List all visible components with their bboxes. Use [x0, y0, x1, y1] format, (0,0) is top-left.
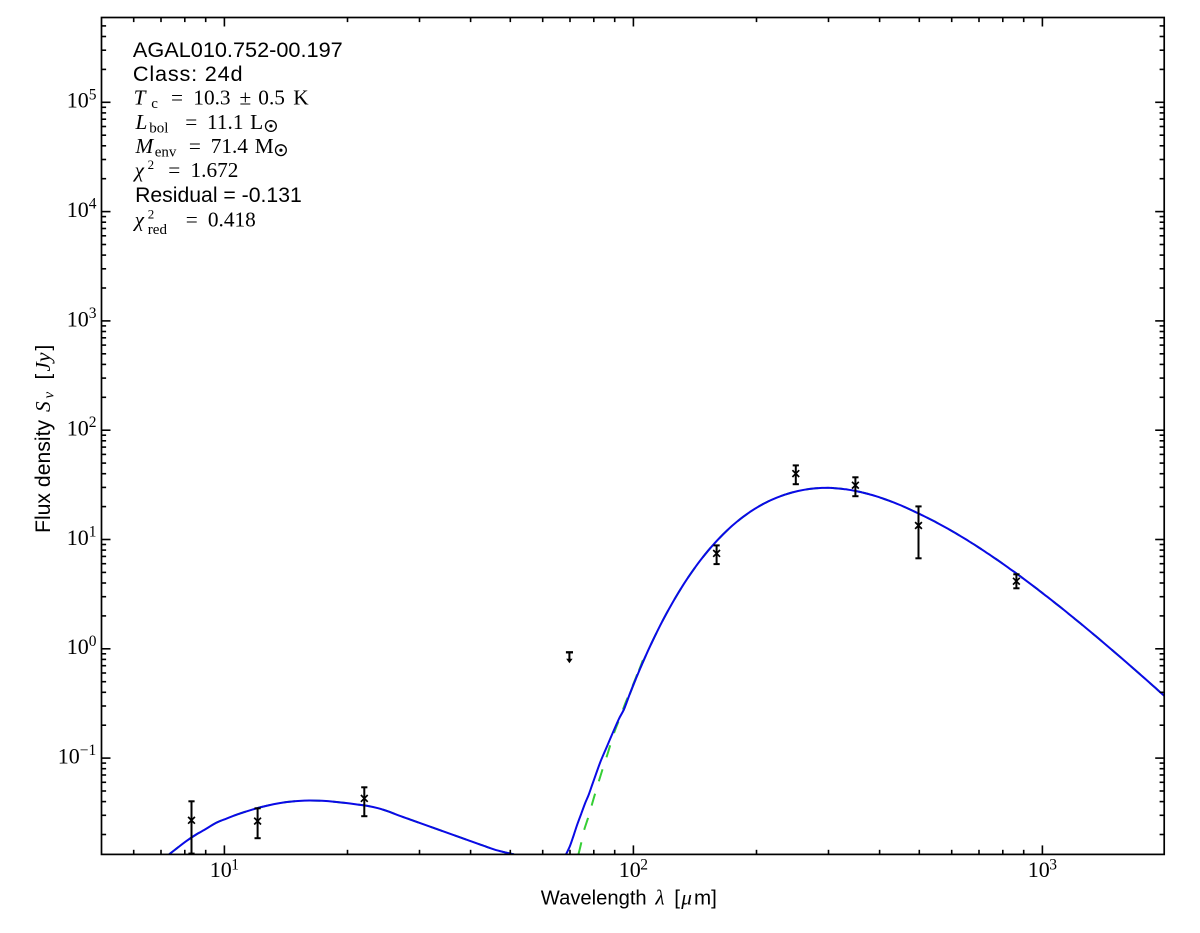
svg-text:10: 10 — [619, 857, 641, 882]
svg-text:=: = — [189, 134, 201, 158]
svg-text:S: S — [31, 401, 55, 412]
svg-text:]: ] — [32, 345, 55, 351]
svg-text:10: 10 — [1028, 857, 1050, 882]
svg-text:=: = — [185, 110, 197, 134]
svg-text:0: 0 — [89, 633, 97, 650]
svg-text:χ: χ — [133, 208, 145, 232]
svg-text:env: env — [155, 145, 177, 161]
svg-text:1.672: 1.672 — [191, 158, 239, 182]
svg-text:3: 3 — [1049, 857, 1057, 874]
svg-text:ν: ν — [41, 392, 57, 399]
svg-text:bol: bol — [149, 120, 168, 136]
svg-text:L: L — [135, 110, 148, 134]
svg-text:10: 10 — [67, 88, 89, 113]
svg-text:10: 10 — [58, 744, 80, 769]
svg-text:0.5: 0.5 — [258, 85, 285, 109]
svg-text:c: c — [151, 96, 158, 112]
svg-text:10: 10 — [67, 634, 89, 659]
svg-text:Jy: Jy — [31, 352, 55, 371]
svg-text:1: 1 — [89, 524, 97, 541]
svg-text:1: 1 — [231, 857, 239, 874]
svg-text:red: red — [148, 222, 168, 238]
svg-text:Residual = -0.131: Residual = -0.131 — [135, 184, 302, 207]
svg-text:10: 10 — [67, 416, 89, 441]
svg-text:10: 10 — [67, 197, 89, 222]
svg-text:[: [ — [32, 374, 55, 380]
svg-text:11.1: 11.1 — [207, 110, 243, 134]
svg-text:M: M — [135, 134, 155, 158]
svg-text:4: 4 — [89, 196, 97, 213]
svg-text:3: 3 — [89, 305, 97, 322]
svg-text:2: 2 — [640, 857, 648, 874]
svg-text:Wavelength: Wavelength — [541, 888, 647, 910]
svg-text:m]: m] — [694, 887, 717, 910]
svg-text:5: 5 — [89, 86, 97, 103]
svg-text:10: 10 — [210, 857, 232, 882]
svg-text:L: L — [250, 110, 263, 134]
svg-text:Class: 24d: Class: 24d — [133, 61, 243, 86]
svg-text:μ: μ — [680, 886, 692, 910]
svg-text:10.3: 10.3 — [193, 85, 230, 109]
svg-text:10: 10 — [67, 306, 89, 331]
svg-text:0.418: 0.418 — [208, 208, 256, 232]
svg-text:M: M — [255, 134, 274, 158]
svg-text:2: 2 — [148, 207, 155, 222]
svg-text:T: T — [134, 85, 148, 109]
svg-text:AGAL010.752-00.197: AGAL010.752-00.197 — [133, 37, 343, 62]
svg-text:10: 10 — [67, 525, 89, 550]
svg-text:K: K — [293, 85, 309, 109]
svg-text:2: 2 — [148, 157, 155, 172]
svg-text:=: = — [186, 208, 198, 232]
svg-text:71.4: 71.4 — [211, 134, 249, 158]
svg-text:χ: χ — [133, 158, 145, 182]
svg-text:−1: −1 — [80, 742, 97, 759]
svg-text:2: 2 — [89, 414, 97, 431]
svg-text:=: = — [168, 158, 180, 182]
svg-text:λ: λ — [654, 886, 664, 910]
svg-text:Flux density: Flux density — [32, 420, 55, 533]
svg-text:[: [ — [674, 887, 680, 910]
svg-text:=: = — [171, 85, 183, 109]
svg-text:±: ± — [240, 85, 252, 109]
